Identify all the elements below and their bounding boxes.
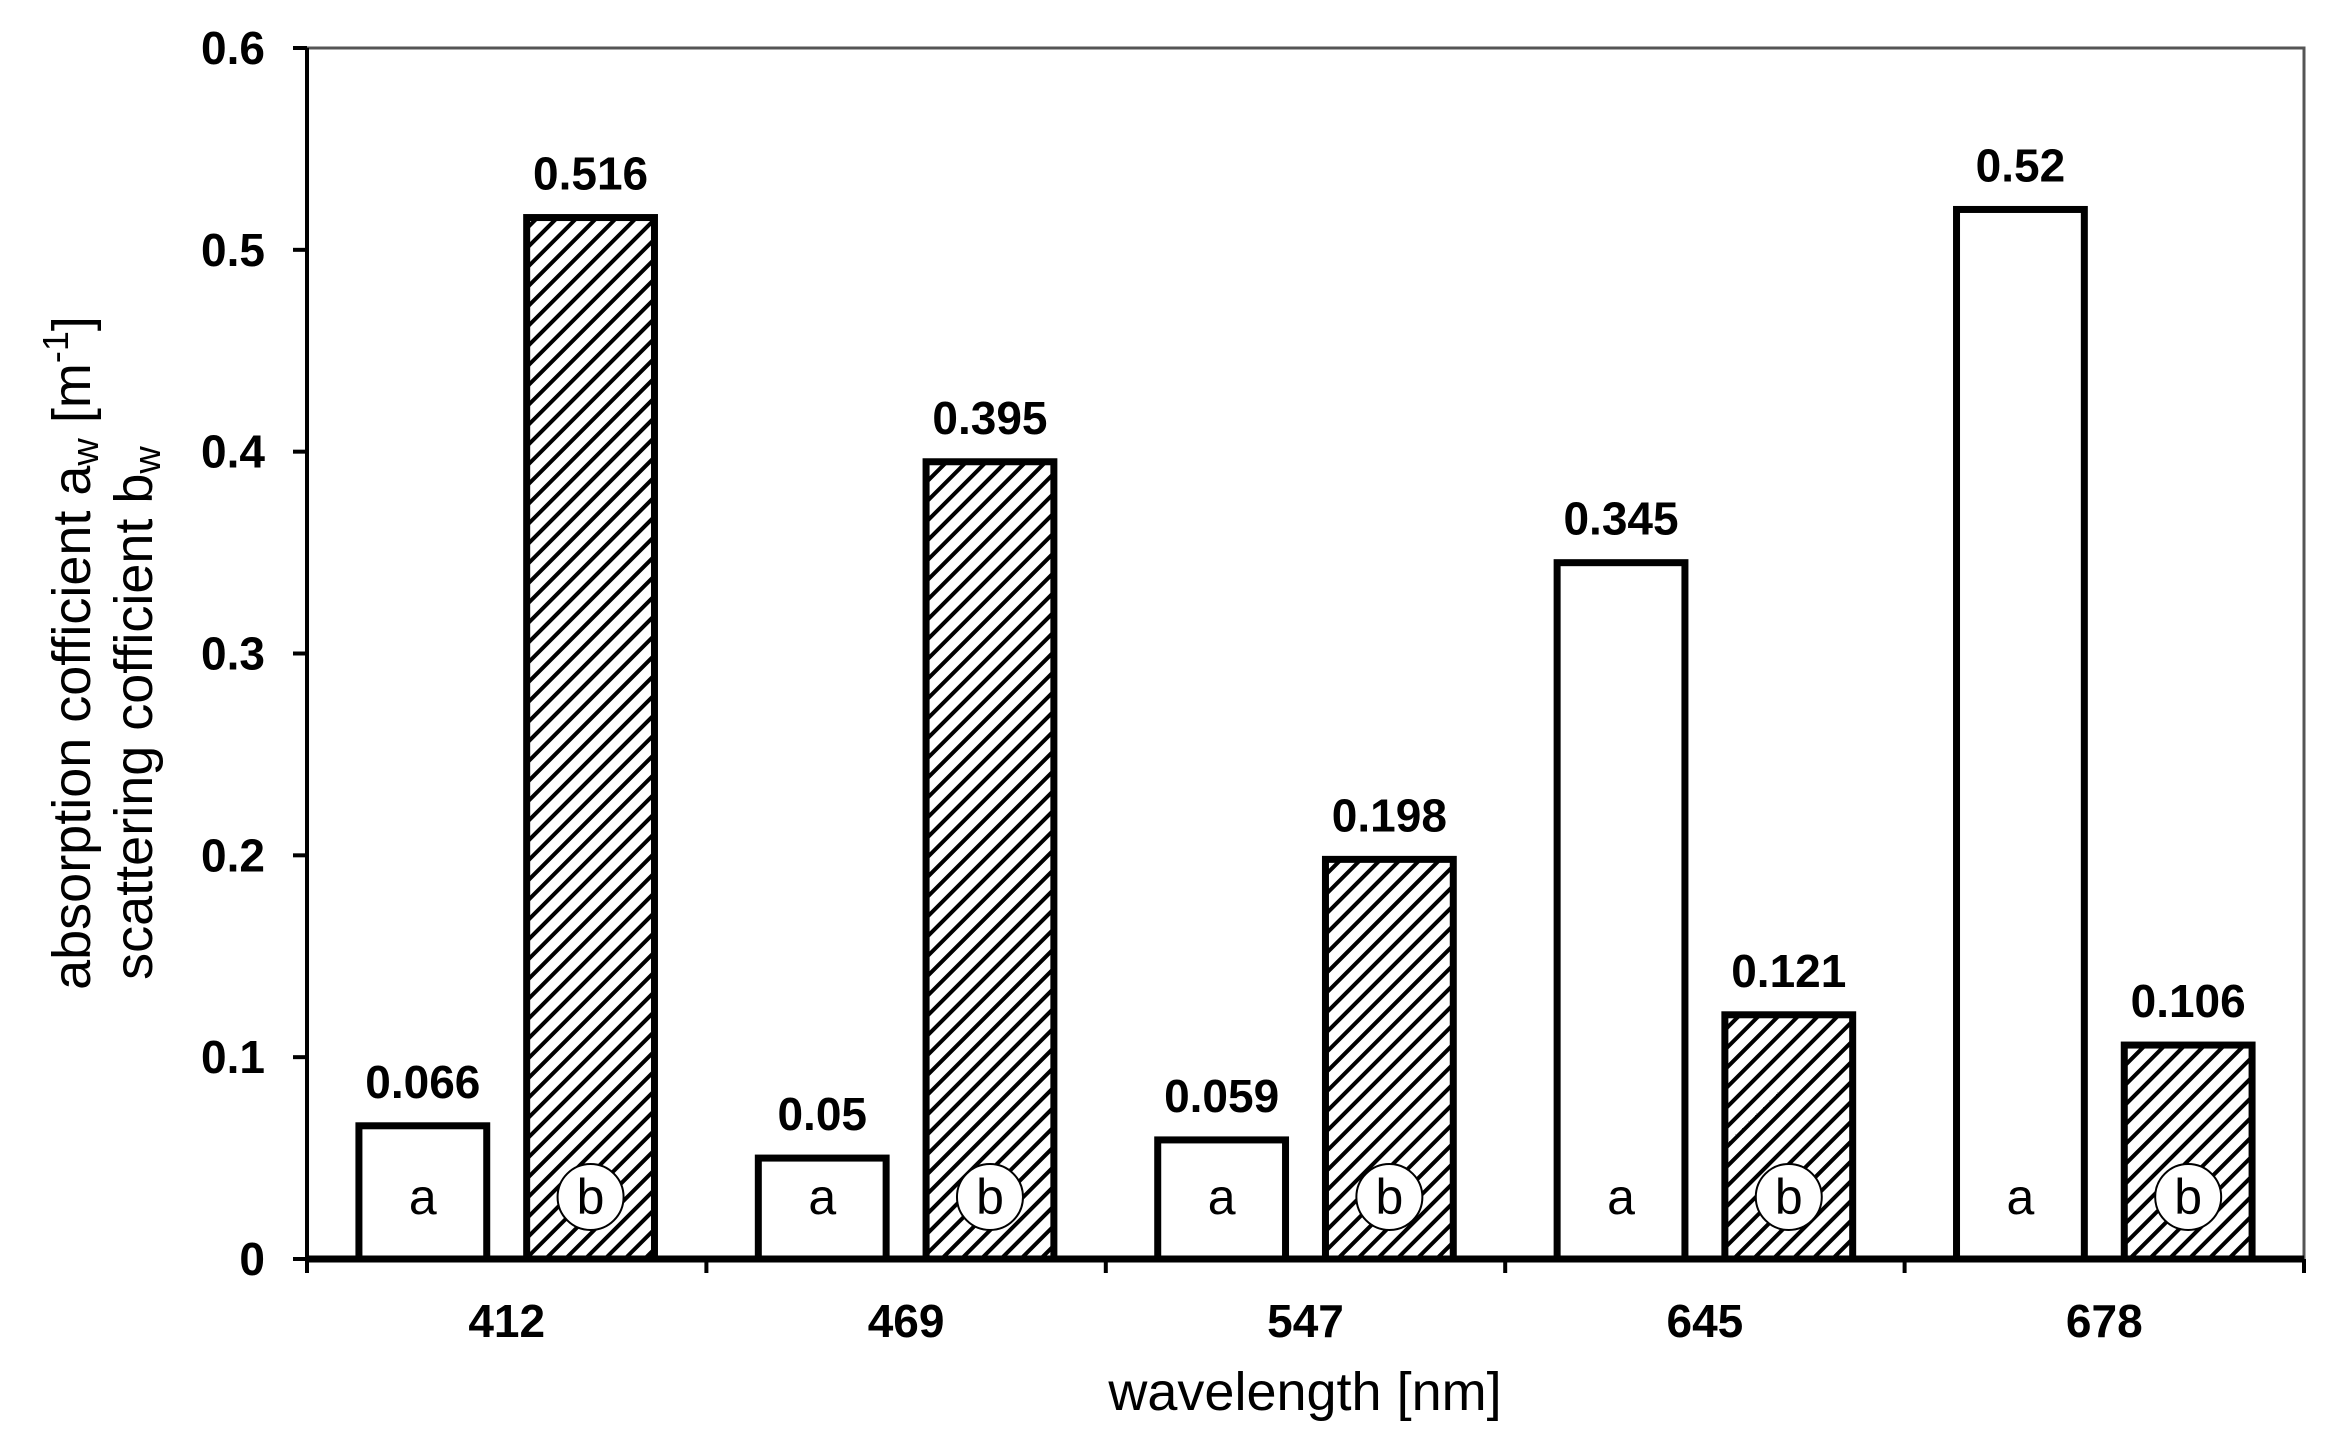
series-tag-circle [2154,1163,2223,1231]
x-tick-label: 645 [1667,1295,1744,1347]
series-tag-b: b [1775,1169,1803,1225]
series-tag-a: a [1208,1169,1236,1225]
series-tag-circle [1355,1163,1424,1231]
y-axis-title-line2: scattering cofficient bw [104,446,169,980]
series-tag-b: b [2174,1169,2202,1225]
series-tag-a: a [1607,1169,1635,1225]
bar-a [1953,205,2088,1263]
bar-b [523,214,658,1263]
series-tag-circle [556,1163,625,1231]
bar-a [1553,559,1689,1263]
data-labels: 0.066 a 0.05 a 0.059 a 0.345 a 0.52 a 0.516 b 0.395 b… [365,139,2246,1231]
data-label: 0.121 [1731,945,1846,997]
series-tag-a: a [808,1169,836,1225]
data-label: 0.066 [365,1056,480,1108]
y-axis-title: absorption cofficient aw [m-1] scatterin… [35,316,169,990]
x-tick-label: 469 [868,1295,945,1347]
data-label: 0.05 [777,1088,867,1140]
data-label: 0.106 [2131,975,2246,1027]
x-tick-label: 412 [468,1295,545,1347]
series-tag-b: b [976,1169,1004,1225]
y-axis-title-line1: absorption cofficient aw [m-1] [35,316,107,990]
data-label: 0.198 [1332,789,1447,841]
series-tag-circle [1754,1163,1823,1231]
bar-a [355,1122,491,1263]
data-label: 0.52 [1976,139,2066,191]
data-label: 0.345 [1563,493,1678,545]
data-label: 0.516 [533,148,648,200]
y-axis-ticks: 0 0.1 0.2 0.3 0.4 0.5 0.6 [201,22,307,1285]
series-tag-a: a [409,1169,437,1225]
bar-a [754,1154,890,1263]
y-tick-label: 0.6 [201,22,265,74]
bar-b [922,458,1058,1263]
y-tick-label: 0.1 [201,1031,265,1083]
series-tag-a: a [2007,1169,2035,1225]
y-tick-label: 0.4 [201,426,265,478]
x-tick-label: 547 [1267,1295,1344,1347]
y-tick-label: 0.3 [201,628,265,680]
y-tick-label: 0.2 [201,829,265,881]
x-axis-title: wavelength [nm] [1107,1362,1501,1422]
bar-series [355,205,2256,1263]
series-tag-b: b [1375,1169,1403,1225]
data-label: 0.395 [932,392,1047,444]
bar-a [1154,1136,1290,1263]
x-axis-ticks: 412 469 547 645 678 [305,1259,2306,1347]
x-tick-label: 678 [2066,1295,2143,1347]
y-tick-label: 0.5 [201,224,265,276]
series-tag-b: b [577,1169,605,1225]
y-tick-label: 0 [239,1233,265,1285]
data-label: 0.059 [1164,1070,1279,1122]
series-tag-circle [955,1163,1024,1231]
